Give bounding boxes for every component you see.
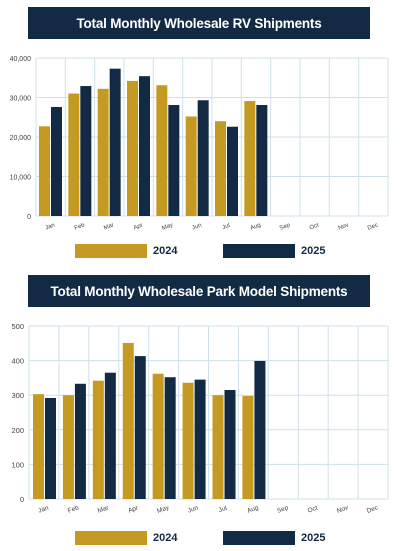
- x-tick-label: Aug: [250, 222, 262, 231]
- x-tick-label: Jun: [187, 504, 200, 514]
- bar-2025-jul: [227, 126, 238, 216]
- bar-2024-jul: [212, 395, 224, 499]
- x-tick-label: Jan: [37, 504, 50, 514]
- bar-2025-aug: [254, 360, 266, 499]
- y-tick-label: 400: [11, 357, 24, 366]
- y-tick-label: 0: [20, 495, 24, 504]
- rv-chart-title: Total Monthly Wholesale RV Shipments: [28, 7, 370, 39]
- bar-2024-may: [152, 373, 164, 499]
- y-tick-label: 30,000: [10, 96, 32, 103]
- bar-2024-mar: [92, 380, 104, 499]
- bar-2024-feb: [62, 395, 74, 499]
- legend-swatch-2025: [223, 531, 295, 545]
- legend-label-2024: 2024: [153, 532, 178, 544]
- bar-2024-jan: [33, 394, 44, 499]
- x-tick-label: Nov: [338, 222, 350, 231]
- rv-shipments-chart: 0 10,000 20,000 30,000 40,000 Jan Feb Mar Apr May…: [10, 56, 389, 232]
- bar-2024-aug: [242, 395, 254, 499]
- bar-2024-jan: [39, 126, 50, 216]
- x-tick-label: Jul: [218, 505, 229, 515]
- legend-item-2024: 2024: [75, 243, 177, 259]
- bar-2025-apr: [139, 76, 150, 216]
- bar-2024-feb: [68, 93, 80, 216]
- x-tick-label: Mar: [103, 222, 115, 231]
- x-tick-label: Nov: [336, 504, 350, 515]
- legend-item-2025: 2025: [223, 530, 325, 546]
- park-model-chart-title: Total Monthly Wholesale Park Model Shipm…: [28, 275, 370, 307]
- legend-item-2024: 2024: [75, 530, 177, 546]
- legend-label-2024: 2024: [153, 245, 178, 257]
- y-tick-label: 10,000: [10, 175, 32, 182]
- legend-swatch-2025: [223, 244, 295, 258]
- x-tick-label: Jul: [222, 223, 231, 231]
- bar-2024-may: [156, 85, 168, 216]
- x-tick-label: Mar: [97, 504, 111, 515]
- bar-2025-mar: [109, 68, 121, 216]
- y-tick-label: 500: [11, 322, 24, 331]
- bar-2025-jan: [45, 397, 56, 499]
- bar-2025-feb: [74, 383, 86, 499]
- bar-2025-jun: [194, 379, 206, 499]
- bar-2024-jul: [215, 121, 226, 216]
- x-tick-label: Jan: [45, 223, 56, 232]
- legend-label-2025: 2025: [301, 245, 326, 257]
- bar-2025-jul: [224, 390, 236, 499]
- park-model-shipments-chart: 0 100 200 300 400 500 Jan Feb Mar Apr May Jun Jul Aug…: [11, 322, 389, 515]
- x-tick-label: Sep: [276, 504, 290, 515]
- bar-2025-feb: [80, 86, 92, 216]
- legend-label-2025: 2025: [301, 532, 326, 544]
- x-tick-label: Feb: [74, 222, 86, 231]
- bar-2024-jun: [185, 116, 197, 216]
- bar-2025-may: [164, 377, 176, 499]
- x-tick-label: Oct: [307, 505, 319, 515]
- bar-2025-may: [168, 105, 180, 216]
- x-tick-label: Feb: [67, 504, 80, 515]
- x-tick-label: Aug: [246, 504, 260, 515]
- x-tick-label: May: [161, 222, 174, 232]
- legend-swatch-2024: [75, 244, 147, 258]
- bar-2025-apr: [134, 356, 146, 499]
- bar-2025-aug: [256, 105, 268, 216]
- y-tick-label: 20,000: [10, 135, 32, 142]
- x-tick-label: Jun: [191, 223, 202, 232]
- legend-item-2025: 2025: [223, 243, 325, 259]
- y-tick-label: 300: [11, 391, 24, 400]
- bar-2025-jun: [197, 100, 209, 216]
- rv-chart-legend: 2024 2025: [75, 243, 335, 259]
- y-tick-label: 200: [11, 426, 24, 435]
- x-tick-label: Dec: [366, 504, 380, 515]
- y-tick-label: 100: [11, 460, 24, 469]
- x-tick-label: Sep: [279, 222, 292, 232]
- bar-2025-jan: [51, 106, 62, 216]
- x-tick-label: Dec: [367, 222, 379, 231]
- bar-2024-apr: [127, 80, 138, 216]
- x-tick-label: Apr: [133, 223, 144, 232]
- bar-2024-jun: [182, 382, 194, 499]
- bar-2025-mar: [104, 372, 116, 499]
- bar-2024-aug: [244, 101, 256, 216]
- park-model-chart-legend: 2024 2025: [75, 530, 335, 546]
- bar-2024-apr: [122, 342, 134, 499]
- legend-swatch-2024: [75, 531, 147, 545]
- bar-2024-mar: [97, 88, 109, 216]
- x-tick-label: May: [156, 504, 171, 515]
- x-tick-label: Oct: [309, 223, 320, 232]
- y-tick-label: 0: [27, 214, 31, 221]
- y-tick-label: 40,000: [10, 56, 32, 63]
- x-tick-label: Apr: [127, 504, 140, 514]
